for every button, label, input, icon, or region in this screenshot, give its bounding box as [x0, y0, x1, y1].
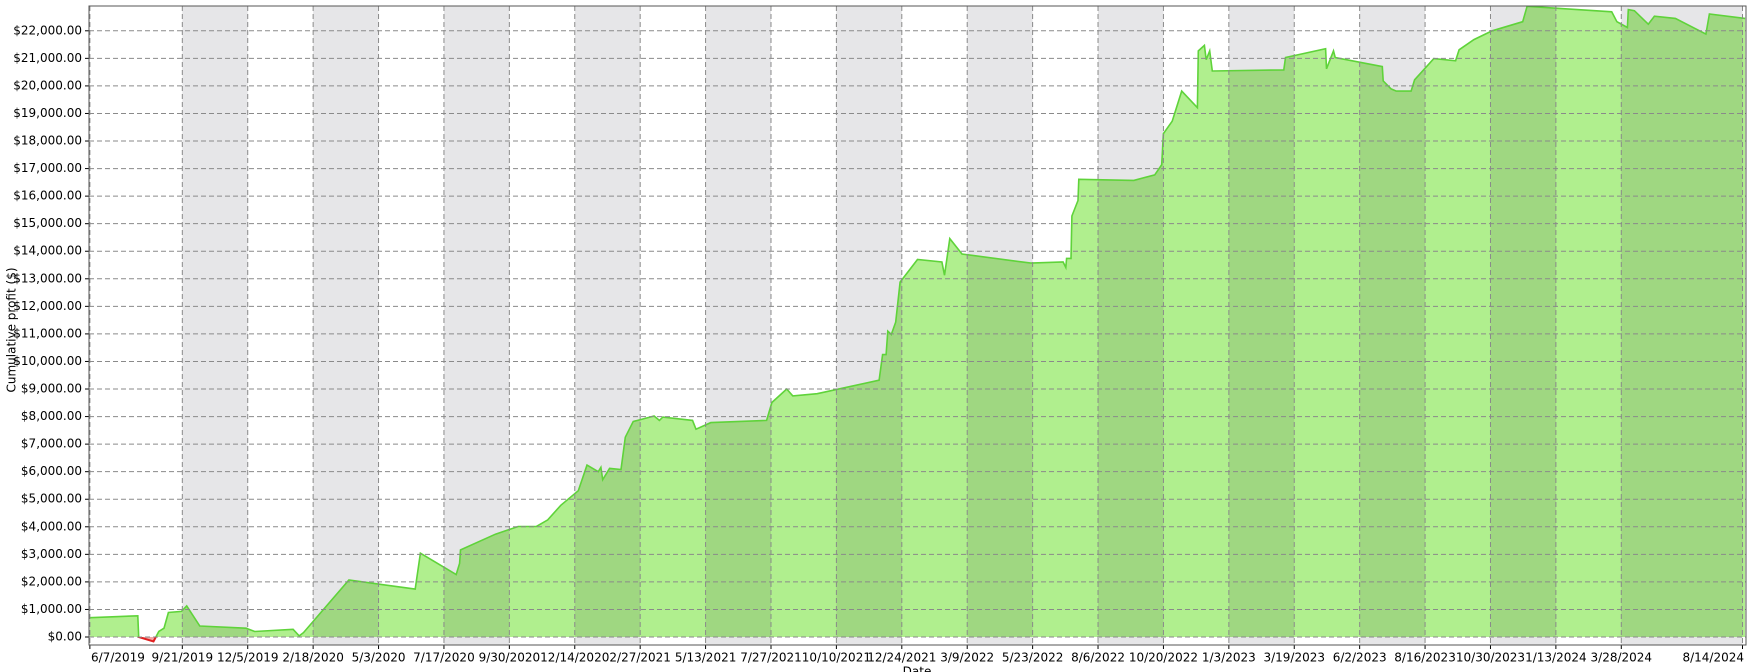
- band: [836, 6, 902, 645]
- x-tick-label: 9/21/2019: [152, 651, 214, 665]
- x-axis-label: Date: [903, 665, 932, 672]
- y-tick-label: $19,000.00: [13, 106, 82, 120]
- x-tick-label: 5/23/2022: [1002, 651, 1064, 665]
- y-tick-label: $6,000.00: [21, 464, 82, 478]
- y-tick-label: $0.00: [48, 630, 82, 644]
- band: [1228, 6, 1295, 645]
- y-tick-label: $13,000.00: [13, 271, 82, 285]
- y-axis-label: Cumulative profit ($): [5, 267, 19, 392]
- y-tick-label: $15,000.00: [13, 216, 82, 230]
- y-tick-label: $2,000.00: [21, 574, 82, 588]
- area: [89, 6, 1746, 638]
- x-tick-label: 6/2/2023: [1333, 651, 1387, 665]
- band: [967, 6, 1033, 645]
- x-tick-label: 8/6/2022: [1071, 651, 1125, 665]
- y-tick-label: $20,000.00: [13, 78, 82, 92]
- y-tick-label: $4,000.00: [21, 519, 82, 533]
- x-tick-label: 10/30/2023: [1456, 651, 1525, 665]
- x-tick-label: 9/30/2020: [479, 651, 541, 665]
- x-tick-label: 5/3/2020: [352, 651, 406, 665]
- y-tick-label: $18,000.00: [13, 134, 82, 148]
- y-tick-label: $14,000.00: [13, 244, 82, 258]
- y-tick-label: $22,000.00: [13, 23, 82, 37]
- y-tick-label: $1,000.00: [21, 602, 82, 616]
- band: [1621, 6, 1743, 645]
- line: [89, 5, 1746, 638]
- band: [1359, 6, 1426, 645]
- x-tick-label: 2/27/2021: [609, 651, 671, 665]
- y-tick-label: $17,000.00: [13, 161, 82, 175]
- band: [574, 6, 641, 645]
- y-tick-label: $12,000.00: [13, 299, 82, 313]
- x-tick-label: 12/24/2021: [867, 651, 936, 665]
- x-tick-label: 5/13/2021: [675, 651, 737, 665]
- x-tick-label: 8/16/2023: [1394, 651, 1456, 665]
- x-tick-label: 3/9/2022: [940, 651, 994, 665]
- band: [705, 6, 771, 645]
- x-tick-label: 3/28/2024: [1591, 651, 1653, 665]
- x-tick-label: 7/17/2020: [413, 651, 475, 665]
- x-tick-label: 10/20/2022: [1129, 651, 1198, 665]
- x-tick-label: 12/5/2019: [217, 651, 279, 665]
- x-tick-label: 8/14/2024: [1682, 651, 1744, 665]
- band: [1098, 6, 1164, 645]
- y-tick-label: $21,000.00: [13, 51, 82, 65]
- plot-border: [88, 5, 1747, 646]
- band: [443, 6, 510, 645]
- band: [313, 6, 379, 645]
- y-tick-label: $8,000.00: [21, 409, 82, 423]
- x-tick-label: 6/7/2019: [91, 651, 145, 665]
- x-tick-label: 1/3/2023: [1202, 651, 1256, 665]
- y-tick-label: $16,000.00: [13, 189, 82, 203]
- x-tick-label: 7/27/2021: [740, 651, 802, 665]
- x-tick-label: 3/19/2023: [1263, 651, 1325, 665]
- x-tick-label: 1/13/2024: [1525, 651, 1587, 665]
- y-tick-label: $11,000.00: [13, 326, 82, 340]
- x-tick-label: 12/14/2020: [540, 651, 609, 665]
- y-tick-label: $9,000.00: [21, 382, 82, 396]
- y-tick-label: $5,000.00: [21, 492, 82, 506]
- x-tick-label: 2/18/2020: [282, 651, 344, 665]
- band: [182, 6, 248, 645]
- x-tick-label: 10/10/2021: [802, 651, 871, 665]
- band: [1490, 6, 1556, 645]
- y-tick-label: $10,000.00: [13, 354, 82, 368]
- y-tick-label: $7,000.00: [21, 437, 82, 451]
- y-tick-label: $3,000.00: [21, 547, 82, 561]
